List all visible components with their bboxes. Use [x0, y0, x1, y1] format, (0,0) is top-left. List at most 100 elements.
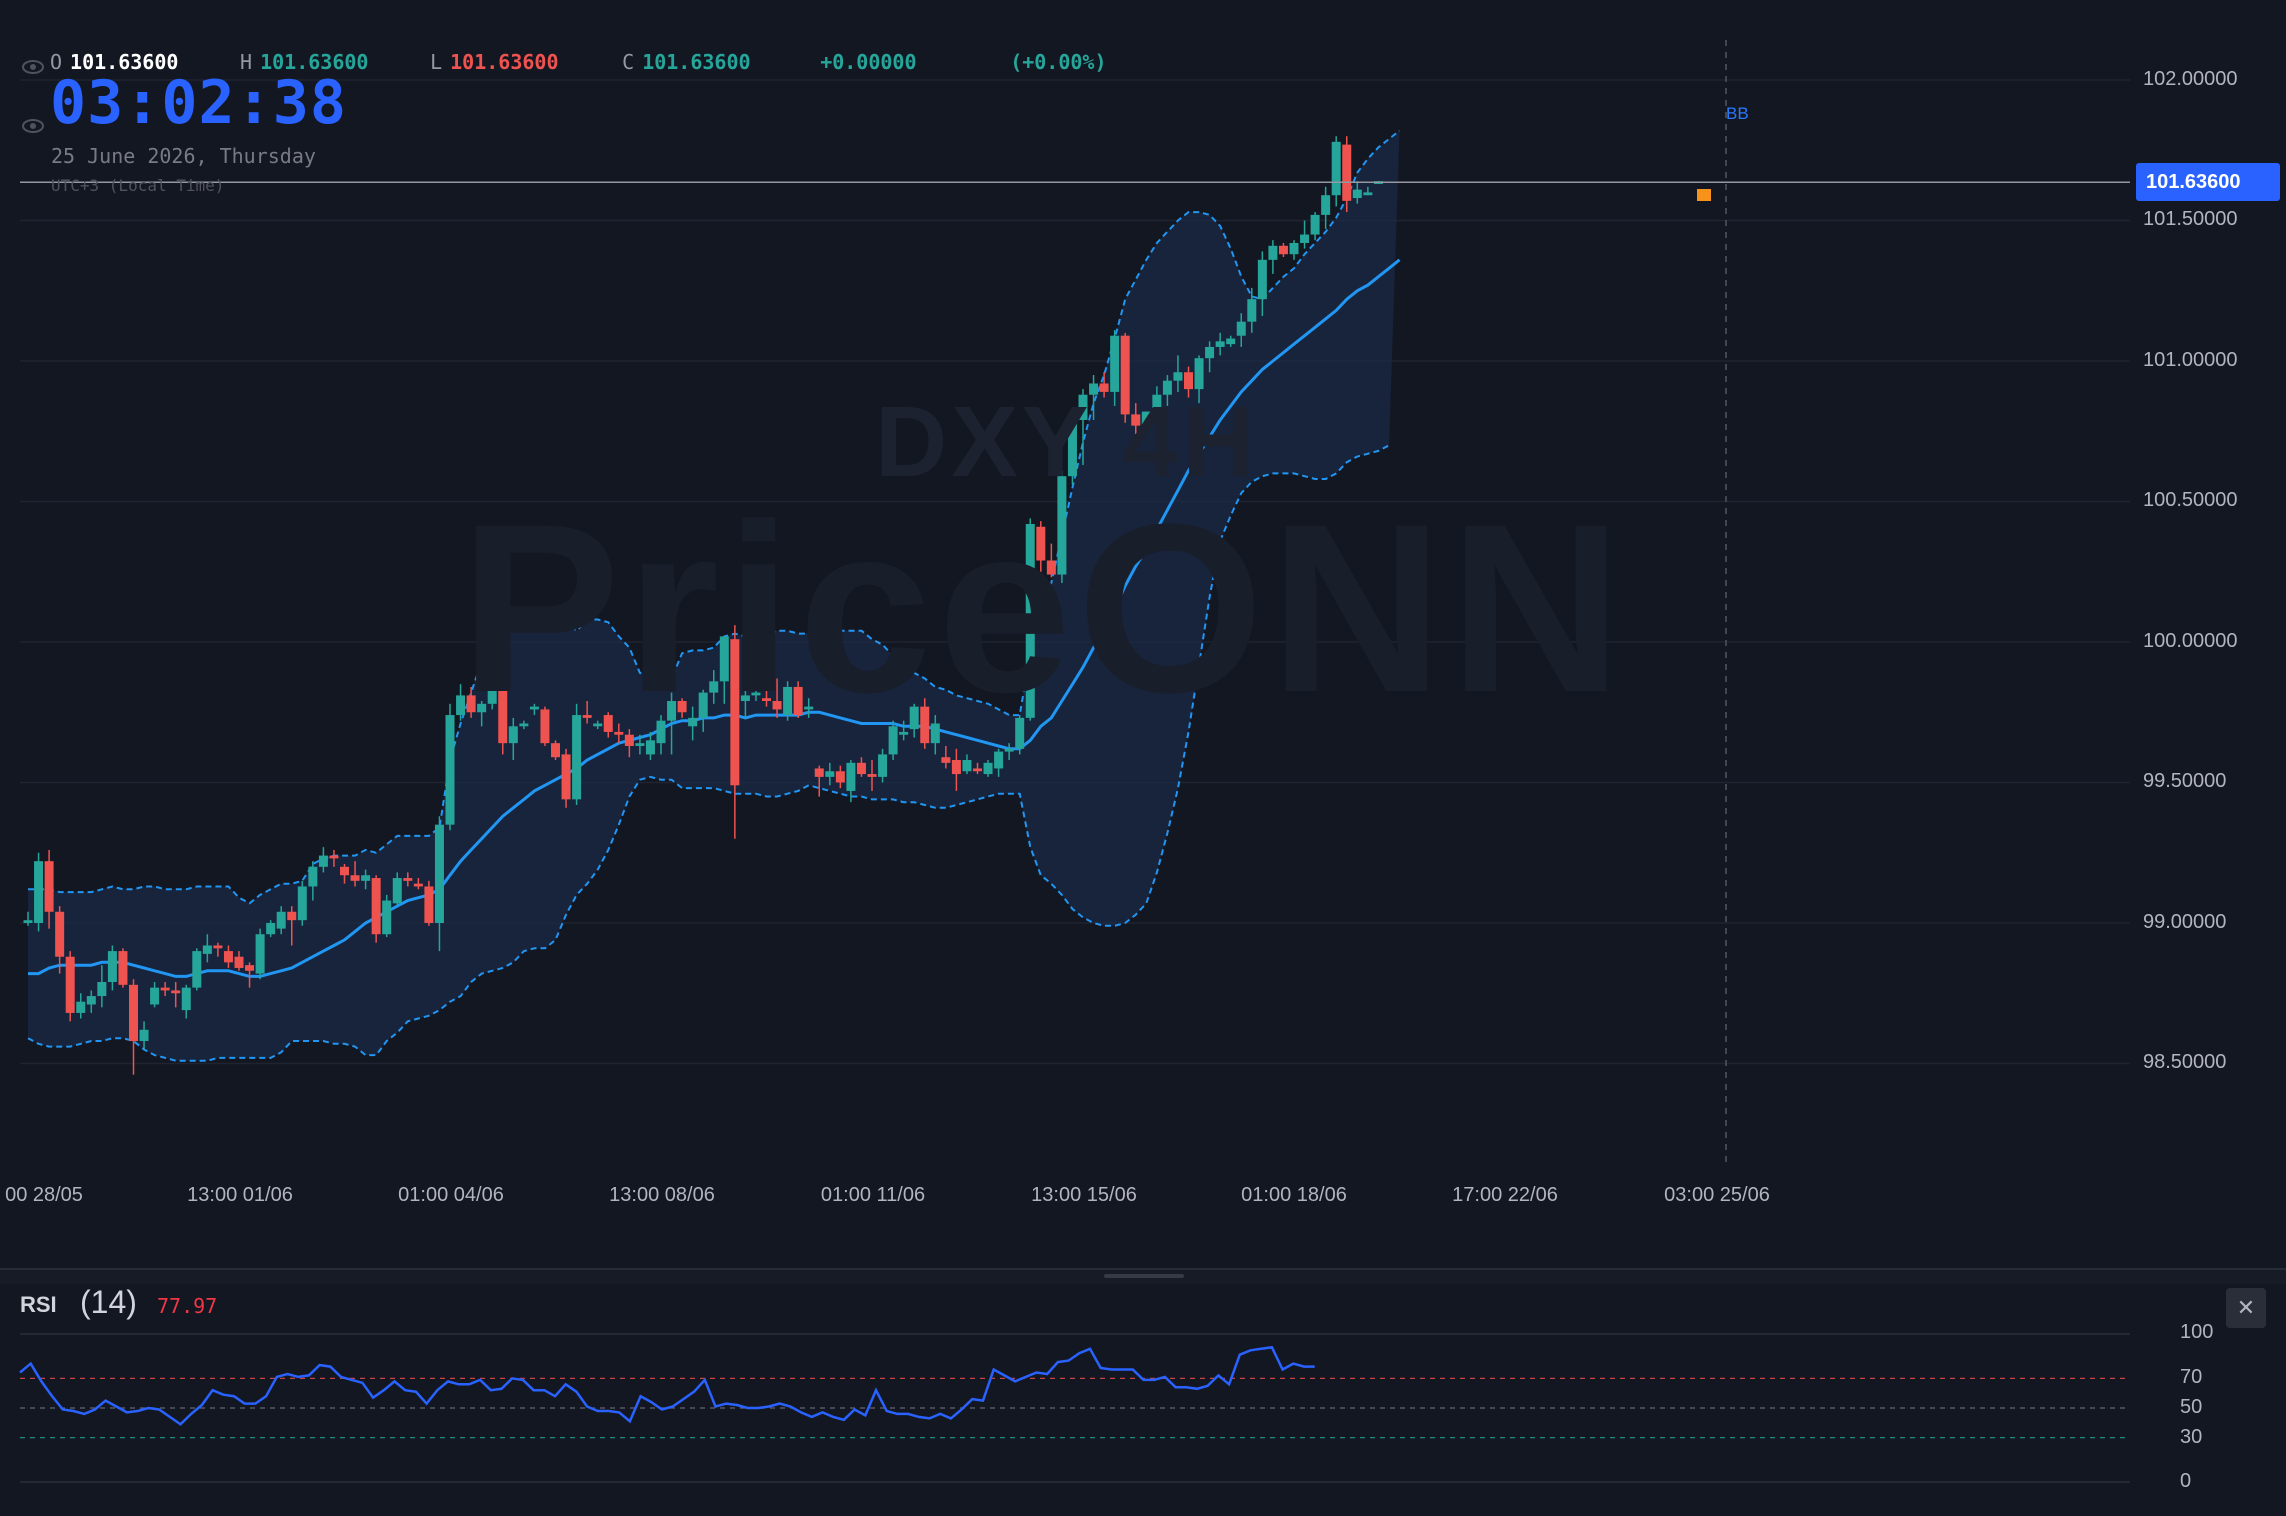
candle-body: [44, 861, 54, 912]
candle-body: [340, 866, 349, 876]
candle: [1215, 332, 1225, 356]
candle: [129, 979, 138, 1075]
candle-body: [814, 768, 824, 777]
candle-body: [698, 692, 708, 718]
candle-body: [1236, 321, 1246, 336]
candle: [551, 740, 560, 761]
candle: [561, 748, 571, 808]
candle-body: [941, 757, 951, 763]
y-tick: 98.50000: [2143, 1051, 2227, 1073]
candle-body: [55, 911, 65, 957]
close-icon[interactable]: ✕: [2226, 1288, 2266, 1328]
candle-body: [540, 709, 550, 744]
candle: [23, 911, 33, 926]
candle: [487, 661, 497, 710]
rsi-line: [19, 1345, 1315, 1426]
candle: [1236, 313, 1246, 347]
candle: [76, 993, 86, 1019]
candle-body: [730, 639, 740, 786]
candle: [192, 948, 202, 991]
candle-body: [1162, 380, 1172, 395]
candle: [434, 816, 444, 952]
candle-body: [139, 1029, 149, 1042]
candle: [878, 748, 888, 783]
candle: [308, 861, 318, 901]
candle: [1025, 518, 1035, 721]
candle-body: [867, 774, 877, 777]
candle-body: [202, 945, 212, 954]
candle-body: [97, 982, 107, 997]
candle: [920, 698, 930, 749]
candle-body: [709, 681, 719, 693]
candle: [97, 965, 107, 1008]
candle: [698, 689, 708, 732]
candle-body: [635, 743, 645, 746]
candle-body: [1321, 195, 1331, 215]
candle-body: [434, 824, 444, 923]
eye-icon[interactable]: [22, 60, 44, 74]
candle: [1089, 375, 1099, 421]
x-tick: 13:00 15/06: [1031, 1184, 1137, 1206]
candle-body: [1120, 335, 1130, 415]
candle: [677, 698, 687, 718]
candle: [202, 934, 212, 963]
clock-time: 03:02:38: [50, 68, 347, 138]
candle-body: [245, 965, 255, 971]
candle-body: [192, 951, 202, 988]
candle-body: [1025, 523, 1035, 718]
candle: [1300, 220, 1310, 249]
candle-body: [1300, 234, 1310, 243]
candle-body: [1141, 411, 1151, 429]
candle: [645, 731, 655, 761]
candle-body: [846, 762, 856, 791]
candle: [572, 703, 582, 805]
candle: [593, 720, 603, 730]
candle-body: [878, 754, 888, 777]
candle-body: [382, 900, 392, 935]
rsi-chart[interactable]: [0, 1282, 2286, 1516]
price-chart[interactable]: [0, 0, 2286, 1250]
candle-body: [1205, 346, 1215, 359]
candle-body: [983, 762, 993, 775]
candle-body: [86, 996, 96, 1005]
y-tick: 101.50000: [2143, 208, 2238, 230]
pane-resize-handle[interactable]: [1104, 1274, 1184, 1278]
candle-body: [23, 920, 33, 923]
candle-body: [909, 706, 919, 730]
candle-body: [920, 706, 930, 744]
candle: [44, 849, 54, 929]
candle: [1099, 372, 1109, 398]
candle-body: [350, 875, 360, 881]
bollinger-band-fill: [28, 130, 1400, 1061]
candle-body: [1257, 259, 1267, 300]
candle-body: [329, 855, 339, 859]
candle-body: [1215, 341, 1225, 347]
candle-body: [1268, 245, 1278, 260]
candle-body: [171, 990, 181, 994]
candle-body: [835, 771, 845, 783]
candle-body: [1131, 414, 1141, 426]
candle: [350, 861, 360, 887]
y-tick: 99.00000: [2143, 911, 2227, 933]
candle: [266, 920, 276, 938]
candle: [656, 715, 666, 755]
candle-body: [888, 726, 898, 755]
candle: [614, 723, 624, 744]
rsi-y-tick: 50: [2180, 1396, 2203, 1418]
candle-body: [1004, 748, 1014, 752]
candle: [603, 712, 613, 738]
candle: [667, 692, 677, 755]
candle: [86, 990, 96, 1013]
candle-body: [150, 987, 160, 1005]
candle: [994, 748, 1004, 777]
candle: [804, 698, 814, 718]
rsi-y-tick: 0: [2180, 1470, 2192, 1492]
low-label: L: [430, 50, 443, 74]
bollinger-lower-line: [27, 444, 1390, 1062]
candle: [1205, 341, 1215, 373]
open-value: 101.63600: [70, 50, 179, 74]
candle: [1268, 240, 1278, 274]
watermark-brand: PriceONN: [460, 474, 1629, 742]
eye-icon[interactable]: [22, 119, 44, 133]
candle: [34, 852, 44, 932]
